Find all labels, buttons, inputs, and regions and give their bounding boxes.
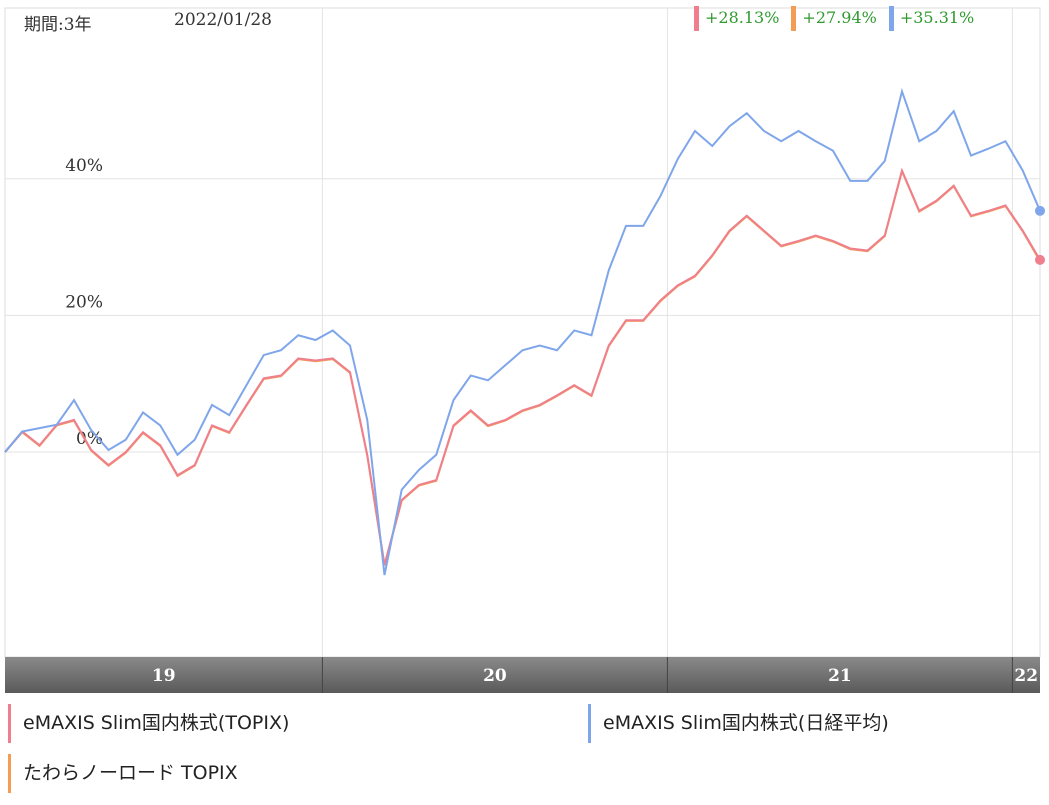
change-badge: +35.31% xyxy=(888,6,980,31)
legend-item: eMAXIS Slim国内株式(TOPIX) xyxy=(8,704,289,743)
legend-item: たわらノーロード TOPIX xyxy=(8,754,238,793)
legend-item: eMAXIS Slim国内株式(日経平均) xyxy=(588,704,889,743)
date: 2022/01/28 xyxy=(174,10,272,30)
period: 期間:3年 xyxy=(24,15,92,35)
change-badge: +27.94% xyxy=(791,6,882,31)
chart: 0%20%40%19 20 21 22 xyxy=(4,7,1045,693)
end-point xyxy=(1035,254,1045,265)
x-axis-bar xyxy=(5,657,1040,693)
x-tick-label: 20 xyxy=(483,666,507,686)
plot-area xyxy=(4,7,1041,658)
series-line xyxy=(4,167,1041,566)
badges: +28.13% +27.94% +35.31% xyxy=(694,6,980,31)
end-point xyxy=(1035,205,1045,216)
y-tick-label: 20% xyxy=(65,292,103,312)
y-tick-label: 40% xyxy=(65,156,103,176)
x-tick-label: 22 xyxy=(1014,666,1038,686)
x-tick-label: 21 xyxy=(828,666,852,686)
change-badge: +28.13% xyxy=(694,6,785,31)
x-tick-label: 19 xyxy=(152,666,176,686)
series-line xyxy=(4,87,1041,576)
